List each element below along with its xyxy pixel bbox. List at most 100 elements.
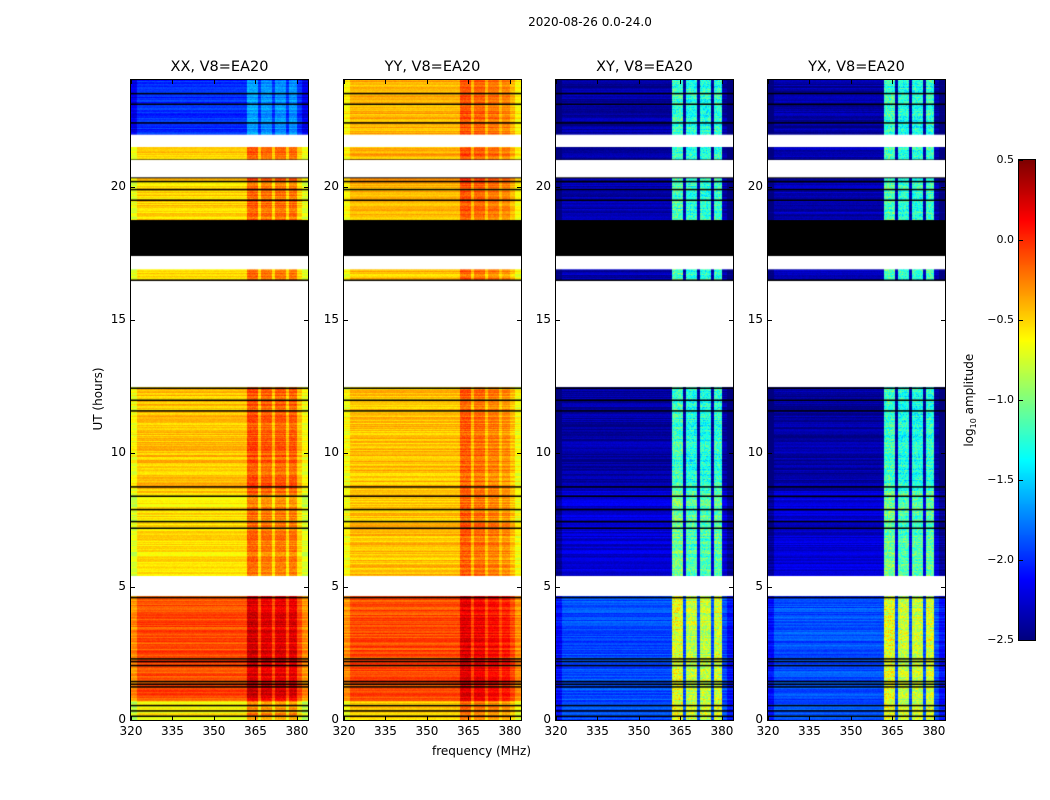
x-tick-label: 335 xyxy=(161,724,184,738)
y-tick xyxy=(941,586,945,588)
y-tick xyxy=(556,720,560,721)
x-tick-label: 320 xyxy=(332,724,356,738)
heatmap-xx xyxy=(131,80,308,720)
x-tick xyxy=(296,80,298,84)
colorbar xyxy=(1019,160,1035,640)
x-tick-label: 350 xyxy=(627,724,651,738)
panel-title: XY, V8=EA20 xyxy=(596,59,693,75)
heatmap-yx xyxy=(768,80,945,720)
panel-title: XX, V8=EA20 xyxy=(170,59,269,75)
x-tick xyxy=(892,80,894,84)
x-tick-label: 350 xyxy=(415,724,439,738)
y-tick xyxy=(941,720,945,721)
y-tick xyxy=(304,586,308,588)
y-tick xyxy=(344,320,348,321)
y-tick xyxy=(768,453,772,455)
y-tick-label: 20 xyxy=(110,178,126,193)
panel-title: YX, V8=EA20 xyxy=(808,59,905,75)
y-tick xyxy=(131,453,135,455)
x-tick xyxy=(597,716,599,720)
x-tick-label: 335 xyxy=(798,724,821,738)
x-tick-label: 365 xyxy=(669,724,692,738)
y-tick-label: 10 xyxy=(110,445,126,460)
x-axis-label: frequency (MHz) xyxy=(432,744,532,758)
y-tick xyxy=(556,453,560,455)
y-tick xyxy=(729,186,733,188)
y-tick xyxy=(556,186,560,188)
y-tick xyxy=(344,186,348,188)
x-tick xyxy=(556,716,557,720)
y-tick xyxy=(941,320,945,321)
y-tick xyxy=(729,453,733,455)
x-tick xyxy=(721,80,723,84)
x-tick-label: 380 xyxy=(285,724,309,738)
x-tick-label: 350 xyxy=(202,724,226,738)
x-tick xyxy=(172,80,174,84)
x-tick xyxy=(850,80,852,84)
colorbar-tick xyxy=(1019,640,1023,641)
y-tick-label: 0 xyxy=(543,712,551,726)
x-tick xyxy=(426,716,428,720)
y-tick xyxy=(729,586,733,588)
y-tick xyxy=(344,586,348,588)
colorbar-label-rest: amplitude xyxy=(961,353,976,419)
colorbar-tick xyxy=(1019,320,1023,321)
y-tick xyxy=(941,186,945,188)
y-tick-label: 5 xyxy=(543,578,551,593)
y-tick-label: 5 xyxy=(331,578,339,593)
x-tick-label: 365 xyxy=(881,724,904,738)
x-tick xyxy=(892,716,894,720)
y-tick-label: 15 xyxy=(747,312,763,326)
x-tick xyxy=(680,80,682,84)
x-tick xyxy=(213,716,215,720)
colorbar-label-main: log xyxy=(961,428,976,447)
panel-title: YY, V8=EA20 xyxy=(384,59,481,75)
x-tick xyxy=(768,80,769,84)
x-tick xyxy=(556,80,557,84)
y-tick xyxy=(768,586,772,588)
y-tick-label: 10 xyxy=(747,445,763,460)
colorbar-tick-label: −0.5 xyxy=(987,313,1014,326)
x-tick xyxy=(721,716,723,720)
x-tick xyxy=(638,80,640,84)
y-tick-label: 20 xyxy=(323,178,339,193)
x-tick xyxy=(255,716,257,720)
y-tick xyxy=(131,186,135,188)
colorbar-tick-label: −2.0 xyxy=(987,553,1014,566)
y-tick xyxy=(556,320,560,321)
heatmap-xy xyxy=(556,80,733,720)
y-tick-label: 10 xyxy=(535,445,551,460)
x-tick xyxy=(809,716,811,720)
x-tick xyxy=(680,716,682,720)
y-tick xyxy=(729,720,733,721)
x-tick xyxy=(213,80,215,84)
y-tick-label: 10 xyxy=(323,445,339,460)
y-tick-label: 5 xyxy=(118,578,126,593)
y-tick xyxy=(517,320,521,321)
x-tick-label: 365 xyxy=(244,724,267,738)
y-tick-label: 0 xyxy=(118,712,126,726)
y-tick xyxy=(768,320,772,321)
colorbar-tick xyxy=(1019,400,1023,401)
x-tick xyxy=(385,80,387,84)
y-tick xyxy=(344,453,348,455)
x-tick xyxy=(296,716,298,720)
y-tick xyxy=(517,586,521,588)
x-tick xyxy=(509,716,511,720)
x-tick xyxy=(131,716,132,720)
x-tick xyxy=(509,80,511,84)
y-tick-label: 15 xyxy=(323,312,339,326)
x-tick xyxy=(172,716,174,720)
x-tick-label: 380 xyxy=(710,724,734,738)
x-tick xyxy=(385,716,387,720)
colorbar-tick xyxy=(1019,160,1023,161)
colorbar-tick-label: −1.5 xyxy=(987,473,1014,486)
y-tick xyxy=(131,586,135,588)
y-tick xyxy=(304,453,308,455)
x-tick-label: 320 xyxy=(544,724,568,738)
colorbar-tick-label: 0.0 xyxy=(996,233,1015,246)
x-tick xyxy=(638,716,640,720)
y-tick xyxy=(131,720,135,721)
x-tick xyxy=(809,80,811,84)
